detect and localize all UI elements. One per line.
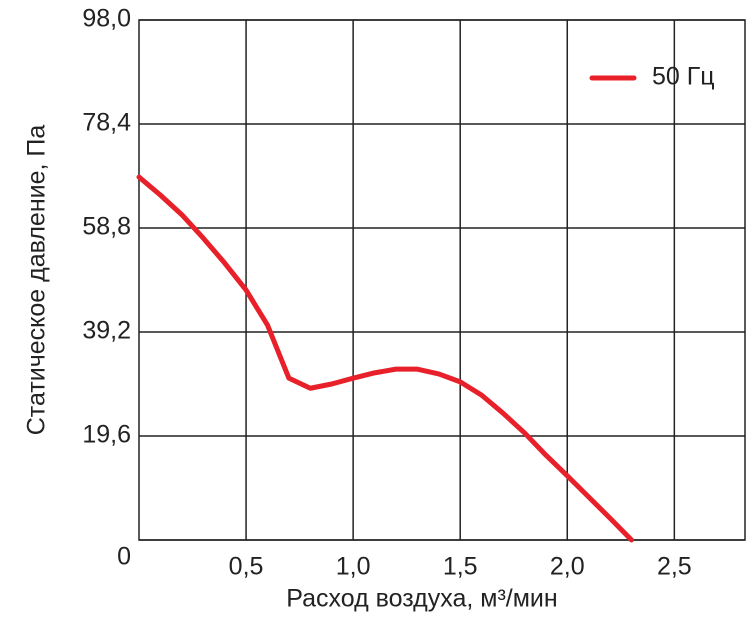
y-tick-label: 19,6 <box>82 421 131 449</box>
plot-frame <box>138 19 746 541</box>
x-tick-label: 2,5 <box>657 553 692 581</box>
x-tick-label: 2,0 <box>550 553 585 581</box>
data-line <box>136 174 635 543</box>
y-axis-label: Статическое давление, Па <box>23 125 51 436</box>
y-tick-label: 98,0 <box>82 5 131 33</box>
y-tick-label: 39,2 <box>82 317 131 345</box>
x-axis-label: Расход воздуха, м³/мин <box>286 585 557 613</box>
x-tick-label: 1,0 <box>336 553 371 581</box>
x-tick-label: 1,5 <box>443 553 478 581</box>
y-tick-label: 58,8 <box>82 213 131 241</box>
legend-label: 50 Гц <box>652 63 715 91</box>
x-tick-label: 0,5 <box>229 553 264 581</box>
y-tick-label: 0 <box>117 543 131 571</box>
y-tick-label: 78,4 <box>82 109 131 137</box>
